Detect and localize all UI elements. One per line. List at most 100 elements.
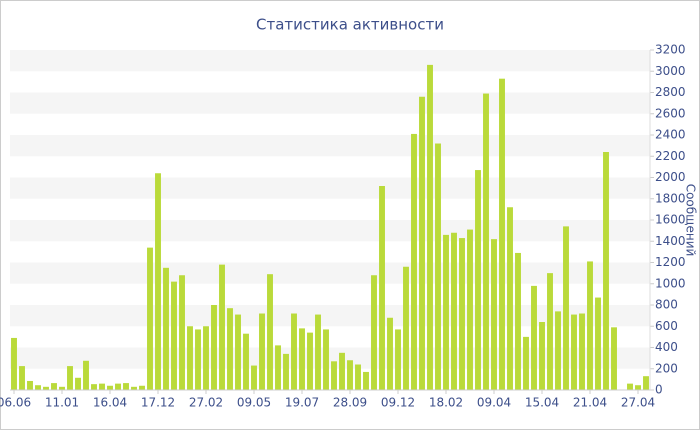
bar — [507, 207, 513, 390]
bar — [59, 386, 65, 390]
bar — [627, 383, 633, 390]
bar — [43, 386, 49, 390]
bar — [355, 364, 361, 390]
bar — [107, 385, 113, 390]
bar — [571, 314, 577, 390]
bar — [459, 238, 465, 390]
bar — [579, 313, 585, 390]
bar — [515, 252, 521, 390]
x-tick-label: 16.04 — [93, 396, 127, 410]
y-tick-label: 800 — [655, 298, 678, 312]
y-tick-label: 1600 — [655, 213, 686, 227]
bar — [363, 371, 369, 390]
y-tick-label: 2200 — [655, 149, 686, 163]
bar — [499, 78, 505, 390]
bar — [379, 186, 385, 390]
bar — [51, 383, 57, 390]
bar — [131, 386, 137, 390]
bar — [163, 267, 169, 390]
y-tick-label: 2600 — [655, 106, 686, 120]
bar — [635, 385, 641, 390]
bar — [611, 327, 617, 390]
grid-band — [10, 220, 650, 242]
bar — [243, 333, 249, 390]
grid-band — [10, 50, 650, 72]
y-tick-label: 3000 — [655, 64, 686, 78]
bar — [291, 313, 297, 390]
bar — [387, 317, 393, 390]
bar — [483, 93, 489, 390]
bar — [643, 376, 649, 390]
bar — [451, 232, 457, 390]
y-tick-label: 1400 — [655, 234, 686, 248]
bar — [411, 133, 417, 390]
bar — [139, 385, 145, 390]
x-tick-label: 17.12 — [141, 396, 175, 410]
bar — [35, 385, 41, 390]
bar — [211, 305, 217, 390]
bar — [67, 366, 73, 390]
x-tick-label: 15.04 — [525, 396, 559, 410]
bar — [395, 329, 401, 390]
bar — [555, 311, 561, 390]
y-tick-label: 0 — [655, 383, 663, 397]
bar — [443, 234, 449, 390]
y-tick-label: 1800 — [655, 191, 686, 205]
bar — [419, 96, 425, 390]
bar — [315, 314, 321, 390]
x-tick-label: 18.02 — [429, 396, 463, 410]
bar — [219, 264, 225, 390]
x-tick-label: 21.04 — [573, 396, 607, 410]
chart-title: Статистика активности — [256, 16, 444, 34]
bar — [187, 326, 193, 390]
bar — [339, 352, 345, 390]
grid-band — [10, 92, 650, 114]
y-tick-label: 2800 — [655, 85, 686, 99]
y-tick-label: 200 — [655, 361, 678, 375]
x-tick-label: 19.07 — [285, 396, 319, 410]
y-tick-label: 1200 — [655, 255, 686, 269]
bar — [275, 345, 281, 390]
bar — [267, 274, 273, 390]
bar — [491, 239, 497, 390]
bar — [523, 336, 529, 390]
y-tick-label: 2000 — [655, 170, 686, 184]
bar — [595, 297, 601, 390]
y-tick-label: 400 — [655, 340, 678, 354]
bar — [99, 383, 105, 390]
bar — [467, 229, 473, 390]
y-tick-label: 2400 — [655, 128, 686, 142]
bar — [427, 64, 433, 390]
bar — [435, 143, 441, 390]
bar — [371, 275, 377, 390]
y-axis-label: Сообщений — [684, 184, 698, 257]
bar — [171, 281, 177, 390]
bar — [331, 361, 337, 390]
x-tick-label: 09.12 — [381, 396, 415, 410]
bar — [27, 380, 33, 390]
x-tick-label: 06.06 — [0, 396, 31, 410]
bar — [75, 377, 81, 390]
bar — [115, 383, 121, 390]
x-tick-label: 27.02 — [189, 396, 223, 410]
bar — [123, 383, 129, 390]
bar — [299, 328, 305, 390]
bar — [147, 247, 153, 390]
x-tick-label: 09.05 — [237, 396, 271, 410]
grid-band — [10, 135, 650, 157]
bar — [603, 152, 609, 390]
bar — [179, 275, 185, 390]
bar — [347, 360, 353, 390]
bar — [203, 326, 209, 390]
x-tick-label: 09.04 — [477, 396, 511, 410]
bar — [155, 173, 161, 390]
bar — [531, 285, 537, 390]
bar — [587, 261, 593, 390]
bar — [227, 308, 233, 390]
bar — [11, 337, 17, 390]
bar — [539, 322, 545, 390]
bar — [83, 360, 89, 390]
bar — [235, 314, 241, 390]
grid-band — [10, 347, 650, 369]
